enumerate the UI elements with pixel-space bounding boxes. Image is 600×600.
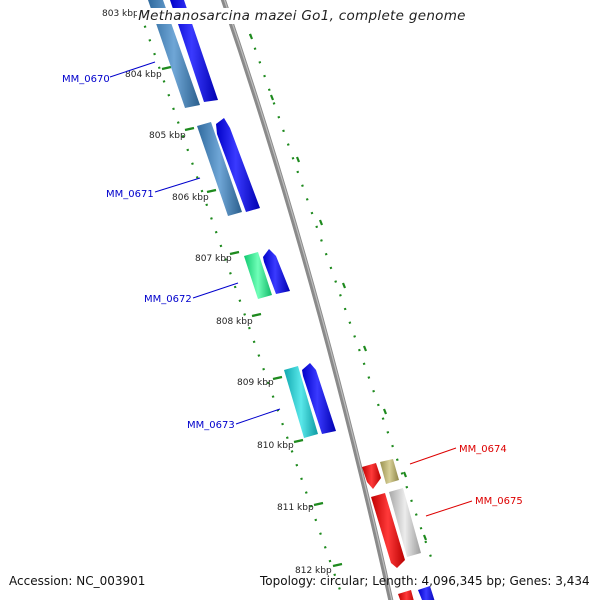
gene-feature-mm0673[interactable]	[284, 363, 336, 438]
gene-label[interactable]: MM_0672	[144, 294, 192, 305]
gene-bar	[389, 488, 421, 557]
gene-label-group: MM_0670	[62, 61, 156, 85]
major-tick: 812 kbp	[295, 562, 343, 576]
gene-feature-mm0675[interactable]	[371, 488, 421, 568]
major-tick: 807 kbp	[195, 250, 240, 264]
gene-bar	[398, 590, 414, 600]
gene-label-group: MM_0674	[409, 444, 507, 465]
gene-bar	[380, 459, 399, 484]
gene-feature-mm0671[interactable]	[197, 118, 260, 216]
gene-bar	[284, 366, 318, 438]
cds-bar	[302, 363, 336, 434]
gene-feature-mm0674[interactable]	[362, 459, 399, 489]
gene-label-group: MM_0671	[106, 177, 201, 200]
gene-feature-mm0670[interactable]	[148, 0, 218, 108]
genome-summary-text: Topology: circular; Length: 4,096,345 bp…	[260, 574, 590, 588]
cds-bar	[170, 0, 218, 102]
accession-text: Accession: NC_003901	[9, 574, 146, 588]
genome-backbone	[220, 0, 394, 600]
major-tick: 811 kbp	[277, 501, 324, 513]
major-tick: 808 kbp	[216, 312, 262, 327]
gene-feature-partial-bottom[interactable]	[398, 586, 436, 600]
cds-bar	[418, 586, 435, 600]
gene-label[interactable]: MM_0674	[459, 444, 507, 455]
tick-label: 812 kbp	[295, 566, 332, 576]
gene-bar	[371, 493, 405, 568]
major-tick: 809 kbp	[237, 375, 283, 388]
cds-bar	[263, 249, 290, 294]
gene-label-group: MM_0673	[187, 408, 281, 431]
major-tick: 804 kbp	[125, 65, 172, 80]
major-tick: 805 kbp	[149, 126, 195, 141]
outer-tick-track	[248, 33, 434, 561]
genome-backbone-shine	[223, 0, 393, 600]
inner-tick-track	[138, 11, 342, 591]
tick-label: 804 kbp	[125, 70, 162, 80]
tick-label: 811 kbp	[277, 503, 314, 513]
gene-feature-mm0672[interactable]	[244, 249, 290, 299]
major-tick: 810 kbp	[257, 438, 304, 451]
tick-label: 806 kbp	[172, 193, 209, 203]
tick-label: 805 kbp	[149, 131, 186, 141]
gene-label[interactable]: MM_0670	[62, 74, 110, 85]
tick-label: 809 kbp	[237, 378, 274, 388]
cds-bar	[216, 118, 260, 212]
map-title: Methanosarcina mazei Go1, complete genom…	[137, 8, 467, 24]
gene-bar	[197, 122, 242, 216]
tick-label: 808 kbp	[216, 317, 253, 327]
gene-label-group: MM_0672	[144, 282, 239, 305]
gene-bar	[148, 0, 200, 108]
outer-major-ticks	[248, 33, 428, 541]
gene-bar	[362, 463, 381, 489]
tick-label: 810 kbp	[257, 441, 294, 451]
gene-label-group: MM_0675	[425, 496, 523, 517]
tick-label: 807 kbp	[195, 254, 232, 264]
tick-label: 803 kbp	[102, 9, 139, 19]
major-tick: 806 kbp	[172, 188, 217, 203]
gene-label[interactable]: MM_0675	[475, 496, 523, 507]
gene-label[interactable]: MM_0671	[106, 189, 154, 200]
gene-bar	[244, 252, 272, 299]
gene-label[interactable]: MM_0673	[187, 420, 235, 431]
